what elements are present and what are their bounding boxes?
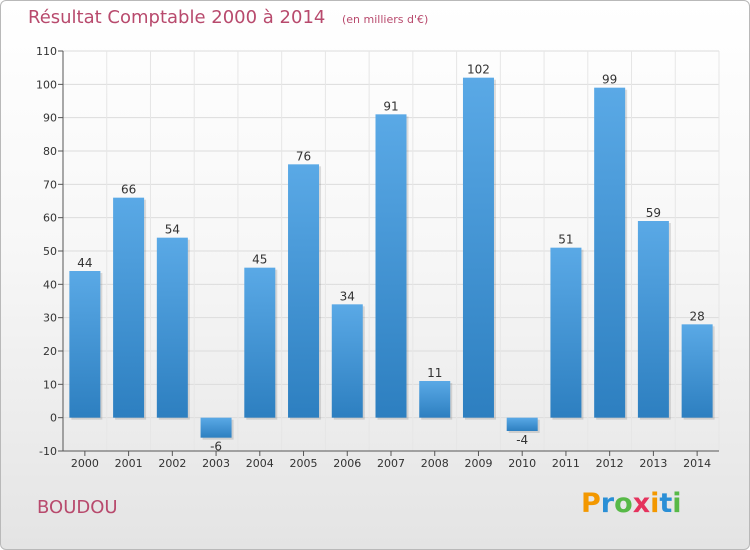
bar [156, 237, 188, 418]
data-label: 34 [340, 289, 355, 303]
x-tick-label: 2007 [377, 457, 405, 470]
logo-letter: t [659, 488, 673, 519]
x-tick-label: 2005 [290, 457, 318, 470]
bar [113, 197, 145, 418]
y-tick-label: 90 [43, 112, 57, 125]
x-tick-label: 2006 [333, 457, 361, 470]
bar [419, 381, 451, 418]
y-tick-label: 110 [36, 45, 57, 58]
y-tick-label: 100 [36, 78, 57, 91]
commune-name: BOUDOU [37, 497, 118, 518]
data-label: 66 [121, 183, 136, 197]
data-label: 44 [77, 256, 92, 270]
axes [58, 50, 719, 456]
data-label: 11 [427, 366, 442, 380]
y-tick-label: 30 [43, 312, 57, 325]
bar [331, 304, 363, 418]
logo-letter: o [614, 488, 633, 519]
bar [506, 417, 538, 431]
x-tick-label: 2010 [508, 457, 536, 470]
bar [637, 221, 669, 418]
y-tick-label: 20 [43, 345, 57, 358]
logo-letter: i [650, 488, 660, 519]
x-tick-label: 2009 [464, 457, 492, 470]
bar [550, 247, 582, 418]
x-tick-label: 2013 [639, 457, 667, 470]
data-label: 99 [602, 73, 617, 87]
bar [681, 324, 713, 418]
data-label: -6 [210, 440, 222, 454]
y-tick-label: 10 [43, 378, 57, 391]
data-label: 91 [383, 99, 398, 113]
data-label: 51 [558, 233, 573, 247]
chart-unit-subtitle: (en milliers d'€) [342, 13, 429, 26]
bar [594, 87, 626, 418]
y-tick-label: -10 [39, 445, 57, 458]
x-tick-label: 2002 [158, 457, 186, 470]
data-label: 28 [689, 309, 704, 323]
y-tick-label: 70 [43, 178, 57, 191]
y-tick-label: 60 [43, 212, 57, 225]
bar [69, 271, 101, 418]
x-tick-label: 2014 [683, 457, 711, 470]
proxiti-logo: Proxiti [581, 488, 682, 519]
bar [375, 114, 407, 418]
bars [69, 77, 715, 440]
data-label: 76 [296, 149, 311, 163]
tick-labels: -10 0 10 20 30 40 50 60 70 80 90 100 110 2000 2001 2002… [36, 45, 711, 470]
x-tick-label: 2004 [246, 457, 274, 470]
logo-letter: x [632, 488, 651, 519]
x-tick-label: 2001 [115, 457, 143, 470]
data-label: 59 [646, 206, 661, 220]
data-label: 45 [252, 253, 267, 267]
bar [200, 417, 232, 438]
x-tick-label: 2000 [71, 457, 99, 470]
y-tick-label: 50 [43, 245, 57, 258]
logo-letter: r [600, 488, 615, 519]
data-label: 102 [467, 63, 490, 77]
logo-letter: i [672, 488, 682, 519]
y-tick-label: 0 [50, 412, 57, 425]
x-tick-label: 2003 [202, 457, 230, 470]
bar [244, 267, 276, 418]
data-labels: 44 66 54 -6 45 76 34 91 11 102 -4 51 99 59 28 [77, 63, 705, 454]
bar-chart: 44 66 54 -6 45 76 34 91 11 102 -4 51 99 59 28 -10 0 10 20… [36, 45, 720, 470]
x-tick-label: 2012 [596, 457, 624, 470]
data-label: -4 [516, 433, 528, 447]
x-tick-label: 2008 [421, 457, 449, 470]
bar [462, 77, 494, 418]
chart-title: Résultat Comptable 2000 à 2014 [28, 7, 326, 28]
logo-letter: P [581, 488, 601, 519]
data-label: 54 [165, 223, 180, 237]
y-tick-label: 40 [43, 278, 57, 291]
bar [288, 164, 320, 418]
y-tick-label: 80 [43, 145, 57, 158]
x-tick-label: 2011 [552, 457, 580, 470]
